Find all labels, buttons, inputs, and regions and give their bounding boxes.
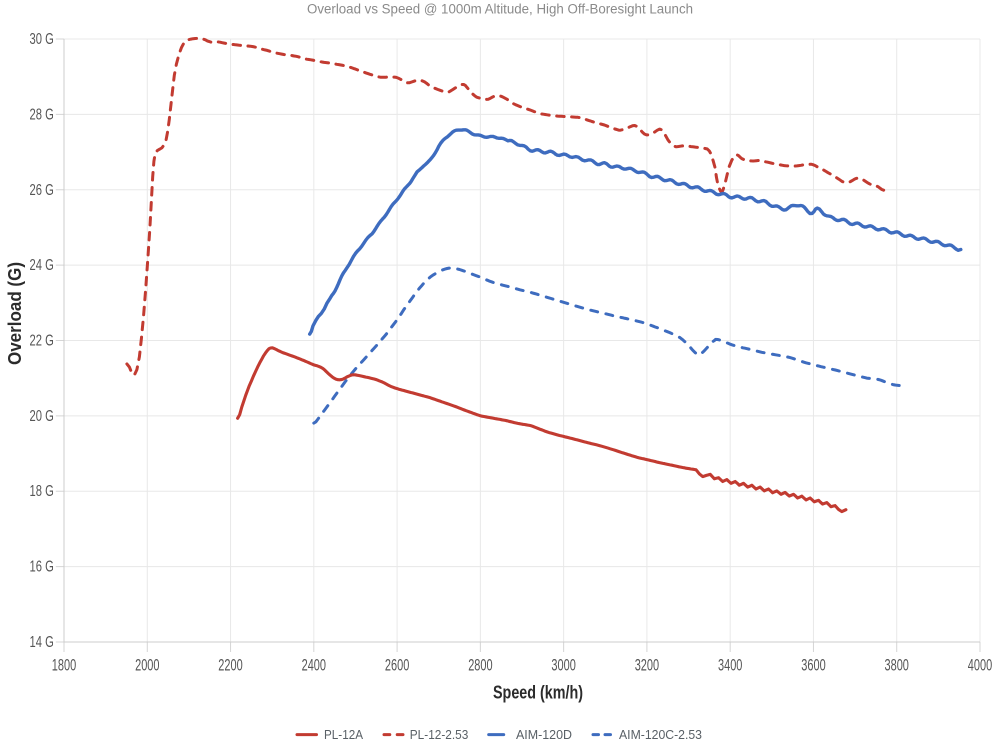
svg-text:16 G: 16 G — [30, 559, 54, 576]
svg-text:1800: 1800 — [52, 656, 76, 675]
svg-text:2000: 2000 — [135, 656, 159, 675]
svg-text:PL-12A: PL-12A — [324, 728, 364, 742]
svg-text:3400: 3400 — [718, 656, 742, 675]
svg-text:3800: 3800 — [885, 656, 909, 675]
svg-text:Overload (G): Overload (G) — [5, 262, 25, 365]
svg-text:3000: 3000 — [551, 656, 575, 675]
svg-text:Speed (km/h): Speed (km/h) — [493, 683, 583, 703]
svg-text:2800: 2800 — [468, 656, 492, 675]
svg-text:14 G: 14 G — [30, 634, 54, 651]
svg-text:AIM-120C-2.53: AIM-120C-2.53 — [619, 728, 702, 742]
svg-text:2400: 2400 — [302, 656, 326, 675]
svg-text:4000: 4000 — [968, 656, 992, 675]
svg-text:30 G: 30 G — [30, 31, 54, 48]
svg-text:20 G: 20 G — [30, 408, 54, 425]
svg-text:AIM-120D: AIM-120D — [516, 728, 572, 742]
svg-text:28 G: 28 G — [30, 106, 54, 123]
svg-text:2200: 2200 — [218, 656, 242, 675]
svg-text:26 G: 26 G — [30, 182, 54, 199]
svg-text:Overload vs Speed @ 1000m Alti: Overload vs Speed @ 1000m Altitude, High… — [307, 2, 693, 17]
svg-text:3600: 3600 — [801, 656, 825, 675]
svg-text:PL-12-2.53: PL-12-2.53 — [410, 728, 469, 742]
svg-text:24 G: 24 G — [30, 257, 54, 274]
svg-text:18 G: 18 G — [30, 483, 54, 500]
svg-text:3200: 3200 — [635, 656, 659, 675]
svg-text:22 G: 22 G — [30, 333, 54, 350]
svg-text:2600: 2600 — [385, 656, 409, 675]
